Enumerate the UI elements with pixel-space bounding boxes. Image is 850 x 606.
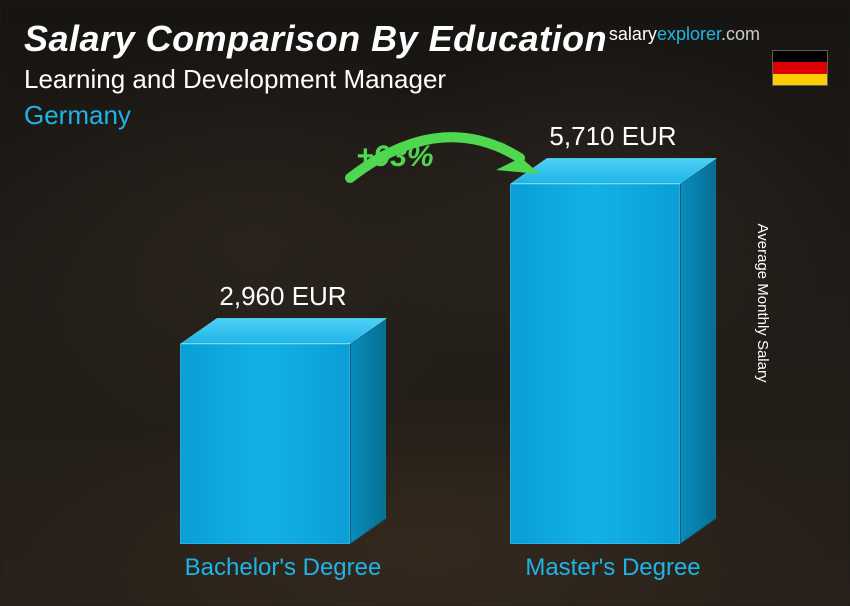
percent-increase-badge: +93% bbox=[356, 140, 434, 174]
bar-3d bbox=[180, 344, 386, 544]
brand-logo-text: salaryexplorer.com bbox=[609, 24, 760, 45]
germany-flag-icon bbox=[772, 50, 828, 86]
bar-front-face bbox=[180, 344, 350, 544]
job-title: Learning and Development Manager bbox=[24, 64, 446, 95]
page-title: Salary Comparison By Education bbox=[24, 18, 607, 60]
brand-tld: .com bbox=[721, 24, 760, 44]
bar-side-face bbox=[680, 159, 716, 544]
bar-3d bbox=[510, 184, 716, 544]
country-name: Germany bbox=[24, 100, 131, 131]
bar-category-label: Bachelor's Degree bbox=[150, 554, 416, 582]
bar-side-face bbox=[350, 319, 386, 544]
content-layer: Salary Comparison By Education Learning … bbox=[0, 0, 850, 606]
flag-stripe-black bbox=[773, 51, 827, 62]
flag-stripe-red bbox=[773, 62, 827, 73]
bar-front-face bbox=[510, 184, 680, 544]
bar-category-label: Master's Degree bbox=[480, 554, 746, 582]
bar-value-label: 2,960 EUR bbox=[170, 281, 396, 312]
brand-accent: explorer bbox=[657, 24, 721, 44]
flag-stripe-gold bbox=[773, 74, 827, 85]
brand-main: salary bbox=[609, 24, 657, 44]
bar-chart: 2,960 EURBachelor's Degree5,710 EURMaste… bbox=[0, 154, 850, 584]
